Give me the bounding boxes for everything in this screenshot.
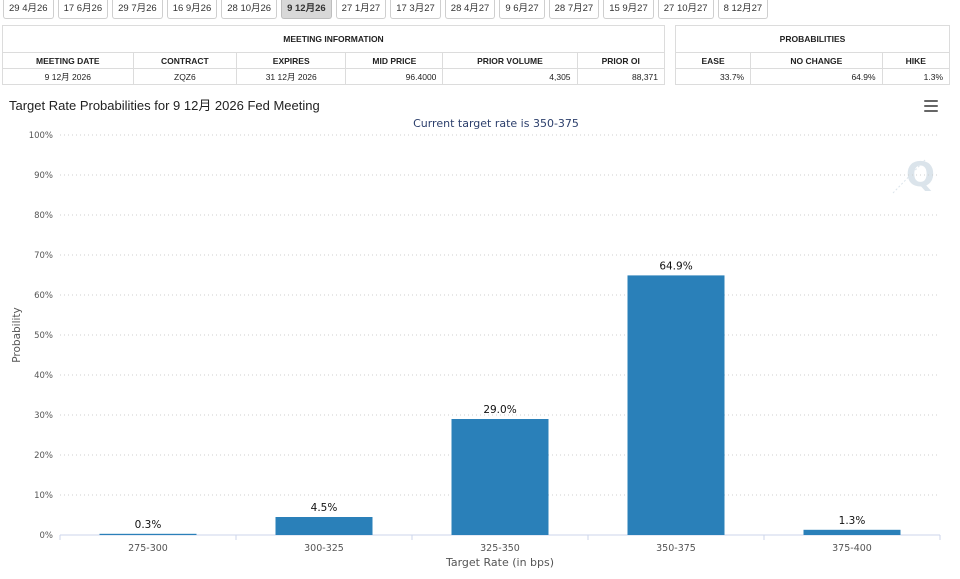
ease-value: 33.7% xyxy=(674,68,752,85)
header-hike: HIKE xyxy=(881,52,951,69)
y-tick-label: 70% xyxy=(34,251,53,261)
bar-350-375[interactable] xyxy=(627,275,725,535)
header-contract: CONTRACT xyxy=(132,52,238,69)
tab-meeting-date[interactable]: 27 10月27 xyxy=(657,0,714,19)
hike-value: 1.3% xyxy=(881,68,951,85)
tab-meeting-date[interactable]: 8 12月27 xyxy=(717,0,769,19)
mid-price-value: 96.4000 xyxy=(345,68,444,85)
y-tick-label: 50% xyxy=(34,331,53,341)
y-tick-label: 100% xyxy=(29,131,53,141)
y-tick-label: 40% xyxy=(34,371,53,381)
tab-meeting-date[interactable]: 15 9月27 xyxy=(603,0,654,19)
x-tick-label: 275-300 xyxy=(128,543,168,554)
meeting-information-table: MEETING INFORMATION MEETING DATE CONTRAC… xyxy=(2,25,666,85)
header-ease: EASE xyxy=(674,52,752,69)
tab-meeting-date[interactable]: 16 9月26 xyxy=(166,0,218,19)
meeting-information-title: MEETING INFORMATION xyxy=(2,25,665,53)
x-tick-label: 350-375 xyxy=(656,543,696,554)
chart-subtitle: Current target rate is 350-375 xyxy=(413,117,579,130)
bar-375-400[interactable] xyxy=(803,529,901,535)
bar-325-350[interactable] xyxy=(451,419,549,535)
tab-meeting-date[interactable]: 27 1月27 xyxy=(335,0,387,19)
x-tick-label: 325-350 xyxy=(480,543,520,554)
probabilities-title: PROBABILITIES xyxy=(675,25,950,53)
bar-data-label: 0.3% xyxy=(135,519,162,531)
y-tick-label: 10% xyxy=(34,491,53,501)
header-prior-oi: PRIOR OI xyxy=(576,52,666,69)
header-no-change: NO CHANGE xyxy=(750,52,883,69)
q-logo-watermark: Q xyxy=(892,155,935,195)
x-tick-label: 300-325 xyxy=(304,543,344,554)
bar-data-label: 29.0% xyxy=(483,404,516,416)
bar-data-label: 4.5% xyxy=(311,502,338,514)
q-logo-icon: Q xyxy=(906,155,935,195)
header-prior-volume: PRIOR VOLUME xyxy=(442,52,578,69)
y-axis-title: Probability xyxy=(11,307,23,363)
tab-meeting-date[interactable]: 17 6月26 xyxy=(57,0,109,19)
y-tick-label: 90% xyxy=(34,171,53,181)
tab-meeting-date[interactable]: 28 7月27 xyxy=(548,0,600,19)
header-meeting-date: MEETING DATE xyxy=(2,52,134,69)
y-tick-label: 0% xyxy=(40,531,54,541)
expires-value: 31 12月 2026 xyxy=(236,68,347,85)
tab-meeting-date[interactable]: 29 7月26 xyxy=(112,0,163,19)
tab-meeting-date[interactable]: 17 3月27 xyxy=(390,0,441,19)
tab-meeting-date[interactable]: 9 12月26 xyxy=(281,0,332,19)
header-expires: EXPIRES xyxy=(236,52,347,69)
y-tick-label: 30% xyxy=(34,411,53,421)
prior-volume-value: 4,305 xyxy=(442,68,578,85)
y-tick-label: 80% xyxy=(34,211,53,221)
chart-title: Target Rate Probabilities for 9 12月 2026… xyxy=(9,98,320,113)
bar-300-325[interactable] xyxy=(275,517,373,535)
bar-data-label: 1.3% xyxy=(839,515,866,527)
meeting-date-tabs: 29 4月26 17 6月26 29 7月26 16 9月26 28 10月26 9 12… xyxy=(0,0,769,20)
probabilities-table: PROBABILITIES EASE NO CHANGE HIKE 33.7% … xyxy=(674,25,951,85)
no-change-value: 64.9% xyxy=(750,68,883,85)
chart-menu-icon[interactable] xyxy=(924,100,938,112)
y-tick-label: 60% xyxy=(34,291,53,301)
contract-value: ZQZ6 xyxy=(132,68,238,85)
y-tick-label: 20% xyxy=(34,451,53,461)
bar-data-label: 64.9% xyxy=(659,260,692,272)
prior-oi-value: 88,371 xyxy=(576,68,666,85)
x-tick-label: 375-400 xyxy=(832,543,872,554)
tab-meeting-date[interactable]: 28 4月27 xyxy=(444,0,496,19)
bar-275-300[interactable] xyxy=(99,533,197,535)
x-axis-title: Target Rate (in bps) xyxy=(445,556,554,569)
meeting-date-value: 9 12月 2026 xyxy=(2,68,134,85)
tab-meeting-date[interactable]: 9 6月27 xyxy=(499,0,545,19)
header-mid-price: MID PRICE xyxy=(345,52,444,69)
tab-meeting-date[interactable]: 28 10月26 xyxy=(221,0,278,19)
tab-meeting-date[interactable]: 29 4月26 xyxy=(3,0,54,19)
